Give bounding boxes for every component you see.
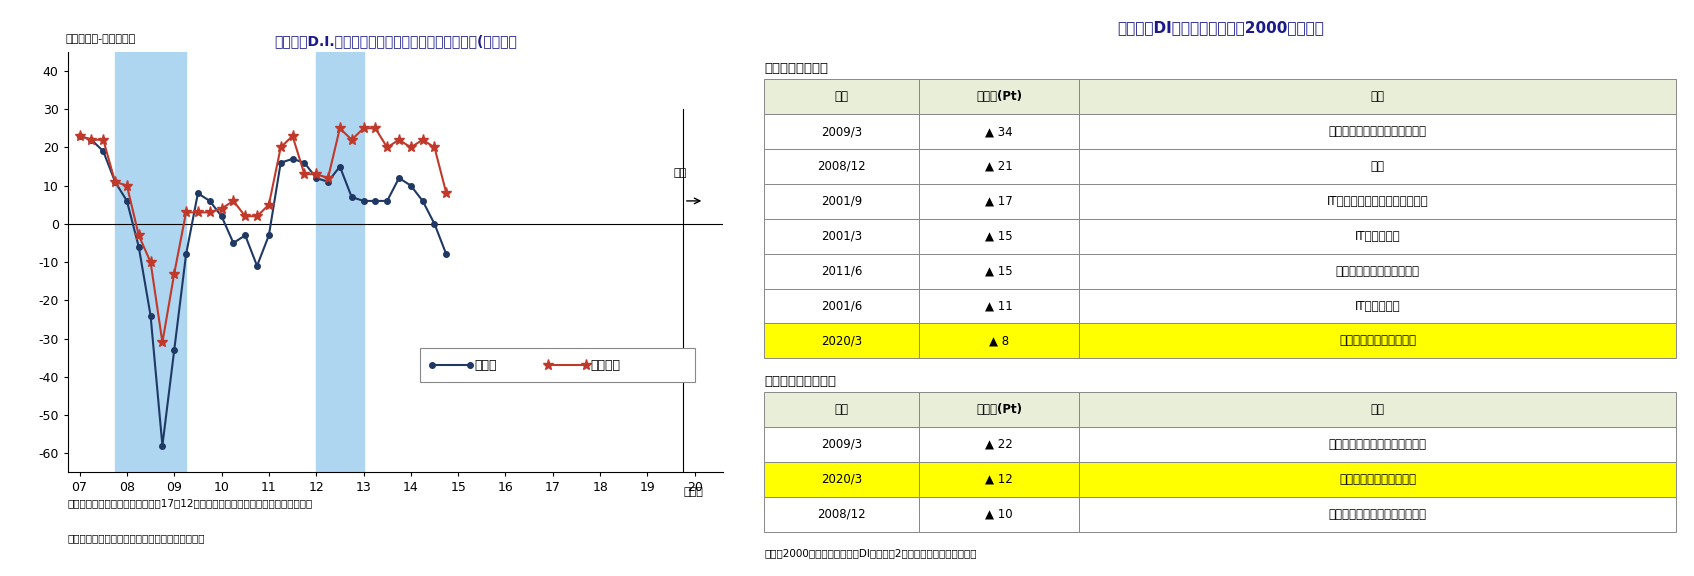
- Bar: [920, 497, 1079, 532]
- Bar: [764, 289, 920, 324]
- Text: リーマンショック後の景気悪化: リーマンショック後の景気悪化: [1328, 507, 1426, 521]
- Text: 新型コロナウィルス拡大: 新型コロナウィルス拡大: [1338, 335, 1416, 347]
- Bar: [1079, 427, 1677, 462]
- Bar: [920, 184, 1079, 219]
- Text: （「良い」-「悪い」）: （「良い」-「悪い」）: [66, 34, 136, 44]
- Text: 同上: 同上: [1370, 160, 1384, 173]
- Bar: [764, 253, 920, 289]
- Bar: [317, 52, 364, 472]
- Text: ▲ 17: ▲ 17: [986, 195, 1013, 208]
- Bar: [1079, 324, 1677, 358]
- Bar: [764, 392, 920, 427]
- Text: 2009/3: 2009/3: [822, 125, 862, 138]
- Text: 2009/3: 2009/3: [822, 438, 862, 451]
- Text: ▲ 15: ▲ 15: [986, 230, 1013, 242]
- Text: リーマンショック後の景気悪化: リーマンショック後の景気悪化: [1328, 438, 1426, 451]
- Bar: [1079, 392, 1677, 427]
- Text: （注）2000年以降で業況判断DIが前回比2桁低下した事例＋今回調査: （注）2000年以降で業況判断DIが前回比2桁低下した事例＋今回調査: [764, 548, 977, 558]
- Bar: [764, 324, 920, 358]
- Text: （資料）日本銀行「全国企業短期経済観測調査」: （資料）日本銀行「全国企業短期経済観測調査」: [68, 533, 205, 543]
- Text: 背景: 背景: [1370, 403, 1384, 416]
- Text: 2008/12: 2008/12: [818, 507, 866, 521]
- Text: ▲ 12: ▲ 12: [986, 473, 1013, 486]
- Text: （大企業非製造業）: （大企業非製造業）: [764, 375, 837, 388]
- Text: （注）シャドーは景気後退期間、17年12月調査以降は調査対象見直し後の新ベース: （注）シャドーは景気後退期間、17年12月調査以降は調査対象見直し後の新ベース: [68, 498, 313, 508]
- Text: 予測: 予測: [674, 168, 686, 178]
- Text: 低下幅(Pt): 低下幅(Pt): [976, 403, 1021, 416]
- Bar: [764, 149, 920, 184]
- Bar: [1079, 462, 1677, 497]
- Text: ▲ 10: ▲ 10: [986, 507, 1013, 521]
- Bar: [920, 114, 1079, 149]
- Bar: [764, 184, 920, 219]
- Bar: [920, 253, 1079, 289]
- Bar: [1079, 149, 1677, 184]
- Bar: [1079, 253, 1677, 289]
- Bar: [1079, 219, 1677, 253]
- Text: ITバブル崩壊: ITバブル崩壊: [1355, 230, 1401, 242]
- Bar: [920, 462, 1079, 497]
- Text: 2001/3: 2001/3: [822, 230, 862, 242]
- Text: ▲ 15: ▲ 15: [986, 264, 1013, 278]
- Bar: [1079, 497, 1677, 532]
- Text: 低下幅(Pt): 低下幅(Pt): [976, 90, 1021, 103]
- Bar: [920, 324, 1079, 358]
- Text: 2001/9: 2001/9: [822, 195, 862, 208]
- Text: 新型コロナウィルス拡大: 新型コロナウィルス拡大: [1338, 473, 1416, 486]
- Text: 2001/6: 2001/6: [822, 300, 862, 313]
- FancyBboxPatch shape: [420, 348, 695, 382]
- Bar: [764, 427, 920, 462]
- Bar: [920, 219, 1079, 253]
- Text: ITバブル崩壊、米同時多発テロ: ITバブル崩壊、米同時多発テロ: [1326, 195, 1428, 208]
- Bar: [764, 79, 920, 114]
- Text: 2011/6: 2011/6: [822, 264, 862, 278]
- Bar: [764, 462, 920, 497]
- Text: 調査: 調査: [835, 90, 849, 103]
- Title: 業況判断D.I.は製造業、非製造業ともに大幅に低下(大企業）: 業況判断D.I.は製造業、非製造業ともに大幅に低下(大企業）: [274, 34, 517, 48]
- Text: ▲ 11: ▲ 11: [986, 300, 1013, 313]
- Bar: [920, 392, 1079, 427]
- Text: 背景: 背景: [1370, 90, 1384, 103]
- Text: ITバブル崩壊: ITバブル崩壊: [1355, 300, 1401, 313]
- Text: 2020/3: 2020/3: [822, 473, 862, 486]
- Text: 製造業: 製造業: [474, 359, 498, 372]
- Bar: [764, 497, 920, 532]
- Bar: [920, 149, 1079, 184]
- Text: 2008/12: 2008/12: [818, 160, 866, 173]
- Bar: [1079, 114, 1677, 149]
- Text: 業況判断DIが急落した事例（2000年以降）: 業況判断DIが急落した事例（2000年以降）: [1116, 20, 1323, 35]
- Text: （年）: （年）: [683, 487, 703, 497]
- Bar: [115, 52, 186, 472]
- Text: 東日本大震災後の景気悪化: 東日本大震災後の景気悪化: [1335, 264, 1420, 278]
- Bar: [1079, 79, 1677, 114]
- Bar: [1079, 184, 1677, 219]
- Bar: [920, 79, 1079, 114]
- Bar: [764, 219, 920, 253]
- Bar: [1079, 289, 1677, 324]
- Bar: [764, 114, 920, 149]
- Text: ▲ 8: ▲ 8: [989, 335, 1010, 347]
- Text: ▲ 34: ▲ 34: [986, 125, 1013, 138]
- Text: リーマンショック後の景気悪化: リーマンショック後の景気悪化: [1328, 125, 1426, 138]
- Bar: [920, 289, 1079, 324]
- Text: ▲ 22: ▲ 22: [986, 438, 1013, 451]
- Text: 非製造業: 非製造業: [591, 359, 620, 372]
- Text: （大企業製造業）: （大企業製造業）: [764, 62, 828, 75]
- Bar: [920, 427, 1079, 462]
- Text: 2020/3: 2020/3: [822, 335, 862, 347]
- Text: ▲ 21: ▲ 21: [986, 160, 1013, 173]
- Text: 調査: 調査: [835, 403, 849, 416]
